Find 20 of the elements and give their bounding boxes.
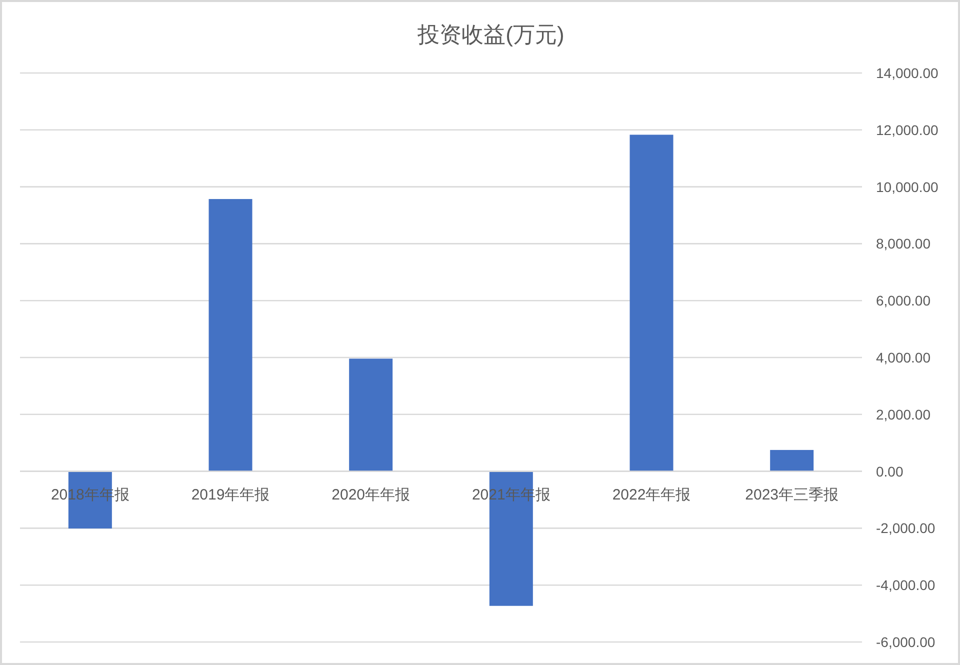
x-tick-label: 2019年年报 xyxy=(191,486,270,504)
x-tick-label: 2022年年报 xyxy=(612,486,691,504)
y-tick-label: 14,000.00 xyxy=(876,65,938,81)
y-tick-label: 4,000.00 xyxy=(876,350,931,366)
x-tick-label: 2020年年报 xyxy=(332,486,410,504)
y-tick-label: 10,000.00 xyxy=(876,178,938,195)
bar xyxy=(349,358,393,472)
chart-title: 投资收益(万元) xyxy=(416,22,564,47)
bar xyxy=(770,450,814,472)
y-tick-label: 8,000.00 xyxy=(876,236,931,252)
y-tick-label: 2,000.00 xyxy=(876,406,931,422)
y-tick-label: -4,000.00 xyxy=(876,577,936,594)
y-tick-label: 6,000.00 xyxy=(876,292,931,309)
y-tick-label: -6,000.00 xyxy=(876,634,936,650)
x-tick-label: 2023年三季报 xyxy=(745,486,839,504)
y-tick-label: 12,000.00 xyxy=(876,122,938,138)
bar xyxy=(208,199,252,472)
y-tick-label: 0.00 xyxy=(876,463,904,480)
bar xyxy=(630,134,674,472)
y-tick-label: -2,000.00 xyxy=(876,520,936,536)
